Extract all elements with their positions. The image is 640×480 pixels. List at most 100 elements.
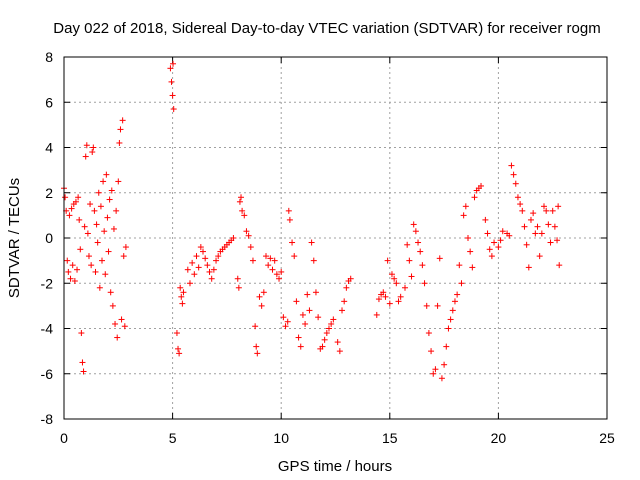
data-point [177, 284, 184, 291]
data-point [297, 343, 304, 350]
plot-frame [63, 56, 608, 420]
data-point [88, 262, 95, 269]
data-point [471, 194, 478, 201]
data-point [116, 139, 123, 146]
data-point [82, 153, 89, 160]
data-point [67, 275, 74, 282]
data-point [510, 171, 517, 178]
data-point [249, 257, 256, 264]
data-point [90, 144, 97, 151]
x-axis-title: GPS time / hours [278, 458, 392, 475]
data-point [112, 320, 119, 327]
data-point [75, 194, 82, 201]
data-point [375, 296, 382, 303]
data-point [467, 248, 474, 255]
data-point [204, 262, 211, 269]
data-point [514, 194, 521, 201]
data-point [482, 216, 489, 223]
data-point [262, 253, 269, 260]
data-point [247, 244, 254, 251]
data-point [236, 198, 243, 205]
data-point [65, 268, 72, 275]
data-point [527, 216, 534, 223]
y-tick-label: 0 [45, 230, 53, 246]
data-point [89, 149, 96, 156]
data-point [428, 348, 435, 355]
data-point [521, 223, 528, 230]
data-point [438, 375, 445, 382]
data-point [289, 239, 296, 246]
data-point [62, 194, 69, 201]
x-tick-label: 10 [273, 430, 289, 446]
data-point [449, 307, 456, 314]
data-point [74, 266, 81, 273]
data-point [252, 323, 259, 330]
data-point [386, 300, 393, 307]
data-point [388, 271, 395, 278]
data-point [397, 293, 404, 300]
data-point [179, 300, 186, 307]
data-point [508, 162, 515, 169]
data-point [432, 366, 439, 373]
data-point [104, 214, 111, 221]
data-point [310, 257, 317, 264]
data-point [193, 253, 200, 260]
data-point [512, 180, 519, 187]
data-point [102, 271, 109, 278]
y-tick-label: 6 [45, 94, 53, 110]
data-point [534, 223, 541, 230]
data-point [195, 264, 202, 271]
data-point [384, 257, 391, 264]
data-point [423, 302, 430, 309]
data-point [69, 262, 76, 269]
data-point [76, 216, 83, 223]
y-tick-label: -4 [41, 321, 54, 337]
data-point [260, 289, 267, 296]
data-point [100, 178, 107, 185]
data-point [238, 194, 245, 201]
data-point [253, 343, 260, 350]
data-point [118, 316, 125, 323]
data-point [66, 212, 73, 219]
x-tick-label: 0 [60, 430, 68, 446]
data-point [538, 230, 545, 237]
data-point [173, 330, 180, 337]
data-point [81, 223, 88, 230]
data-point [202, 255, 209, 262]
data-point [235, 284, 242, 291]
data-point [71, 277, 78, 284]
data-point [286, 216, 293, 223]
data-point [175, 345, 182, 352]
data-point [525, 264, 532, 271]
data-point [339, 307, 346, 314]
data-point [273, 271, 280, 278]
data-point [79, 359, 86, 366]
x-tick-label: 25 [599, 430, 615, 446]
data-point [117, 126, 124, 133]
data-point [295, 334, 302, 341]
data-point [101, 228, 108, 235]
data-point [106, 196, 113, 203]
chart-title: Day 022 of 2018, Sidereal Day-to-day VTE… [53, 20, 600, 37]
data-point [497, 237, 504, 244]
data-point [460, 212, 467, 219]
data-point [488, 253, 495, 260]
data-point [458, 280, 465, 287]
data-point [85, 253, 92, 260]
data-point [543, 207, 550, 214]
data-point [99, 257, 106, 264]
y-tick-label: 2 [45, 185, 53, 201]
data-point [103, 171, 110, 178]
y-tick-label: -6 [41, 366, 54, 382]
data-point [258, 302, 265, 309]
data-point [119, 117, 126, 124]
data-point [523, 241, 530, 248]
data-point [536, 253, 543, 260]
data-point [302, 320, 309, 327]
data-point [551, 223, 558, 230]
data-point [210, 266, 217, 273]
data-point [556, 262, 563, 269]
data-point [321, 336, 328, 343]
data-point [421, 280, 428, 287]
data-point [506, 232, 513, 239]
